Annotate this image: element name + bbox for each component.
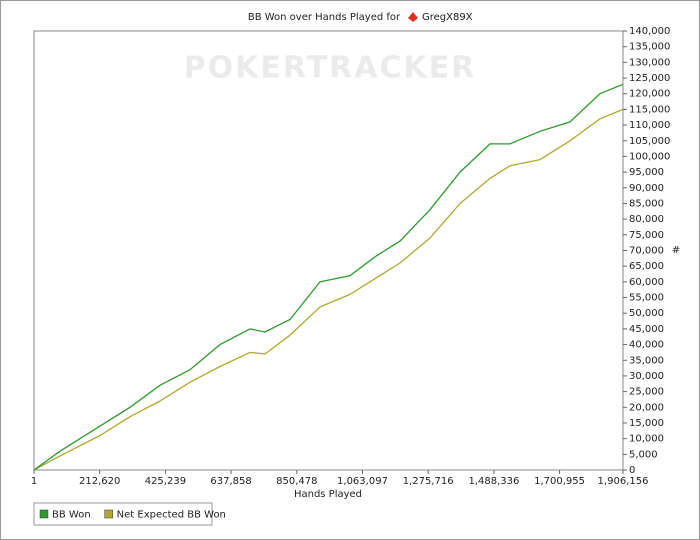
- y-tick-label: 35,000: [629, 355, 664, 366]
- y-tick-label: 85,000: [629, 198, 664, 209]
- y-tick-label: 140,000: [629, 26, 670, 37]
- x-tick-label: 1,906,156: [598, 476, 649, 487]
- y-tick-label: 110,000: [629, 120, 670, 131]
- y-tick-label: 105,000: [629, 136, 670, 147]
- y-tick-label: 90,000: [629, 183, 664, 194]
- y-tick-label: 25,000: [629, 387, 664, 398]
- legend-label: Net Expected BB Won: [117, 510, 226, 521]
- y-tick-label: 60,000: [629, 277, 664, 288]
- y-tick-label: 10,000: [629, 434, 664, 445]
- y-tick-label: 30,000: [629, 371, 664, 382]
- y-tick-label: 75,000: [629, 230, 664, 241]
- y-tick-label: 115,000: [629, 104, 670, 115]
- y-tick-label: 120,000: [629, 89, 670, 100]
- y-axis-label: #: [672, 245, 680, 256]
- y-tick-label: 100,000: [629, 151, 670, 162]
- y-tick-label: 45,000: [629, 324, 664, 335]
- x-tick-label: 637,858: [210, 476, 251, 487]
- legend-box: [33, 502, 213, 526]
- legend-label: BB Won: [52, 510, 91, 521]
- x-tick-label: 1,275,716: [403, 476, 454, 487]
- watermark: POKERTRACKER: [184, 51, 477, 86]
- x-axis-label: Hands Played: [294, 489, 362, 500]
- y-tick-label: 15,000: [629, 418, 664, 429]
- y-tick-label: 55,000: [629, 293, 664, 304]
- y-tick-label: 5,000: [629, 449, 658, 460]
- y-tick-label: 65,000: [629, 261, 664, 272]
- x-tick-label: 1,488,336: [468, 476, 519, 487]
- y-tick-label: 95,000: [629, 167, 664, 178]
- y-tick-label: 125,000: [629, 73, 670, 84]
- y-tick-label: 0: [629, 465, 635, 476]
- y-tick-label: 130,000: [629, 57, 670, 68]
- x-tick-label: 212,620: [79, 476, 120, 487]
- y-tick-label: 135,000: [629, 42, 670, 53]
- y-tick-label: 50,000: [629, 308, 664, 319]
- legend-swatch: [104, 509, 113, 519]
- player-icon: [408, 12, 418, 22]
- y-tick-label: 80,000: [629, 214, 664, 225]
- series-line: [33, 108, 624, 471]
- plot-area: [33, 30, 624, 471]
- x-tick-label: 425,239: [145, 476, 186, 487]
- y-tick-label: 70,000: [629, 246, 664, 257]
- y-tick-label: 20,000: [629, 402, 664, 413]
- series-line: [33, 83, 624, 471]
- x-tick-label: 1,063,097: [337, 476, 388, 487]
- y-tick-label: 40,000: [629, 340, 664, 351]
- player-name: GregX89X: [422, 12, 473, 23]
- x-tick-label: 1: [31, 476, 37, 487]
- legend-swatch: [39, 509, 49, 519]
- x-tick-label: 1,700,955: [534, 476, 585, 487]
- chart-title: BB Won over Hands Played for: [248, 12, 401, 23]
- x-tick-label: 850,478: [276, 476, 317, 487]
